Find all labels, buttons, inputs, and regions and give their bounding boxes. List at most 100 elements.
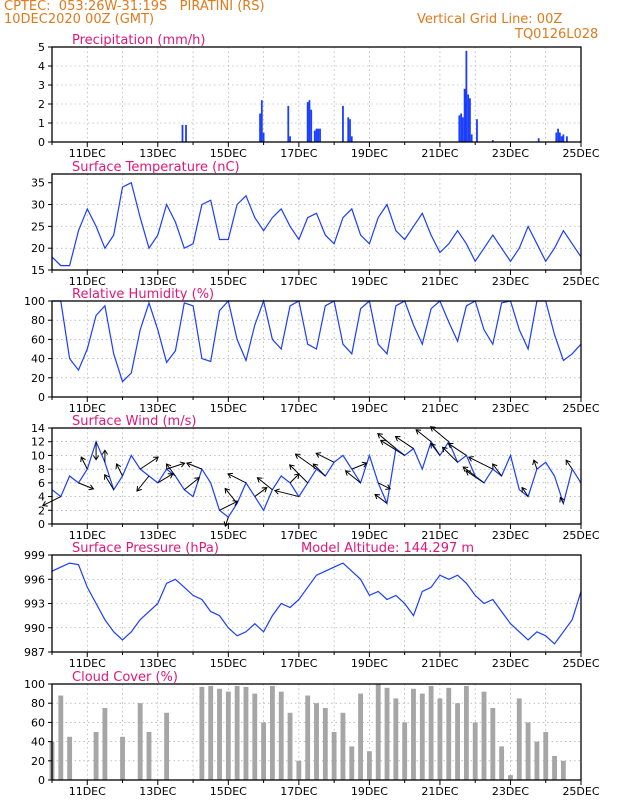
cloud-bar bbox=[243, 686, 249, 780]
wind-arrow-head bbox=[361, 461, 368, 468]
wind-arrow bbox=[395, 436, 414, 449]
wind-arrow bbox=[136, 475, 150, 492]
cloud-bar bbox=[234, 685, 240, 780]
y-tick-label: 80 bbox=[31, 697, 45, 710]
x-tick-label: 19DEC bbox=[351, 529, 388, 542]
y-tick-label: 60 bbox=[31, 333, 45, 346]
wind-arrow-head bbox=[186, 461, 192, 468]
cloud-bar bbox=[375, 684, 381, 780]
wind-arrow bbox=[116, 463, 123, 477]
x-tick-label: 15DEC bbox=[210, 657, 247, 670]
wind-arrow-head bbox=[294, 453, 301, 459]
x-tick-label: 13DEC bbox=[139, 402, 176, 415]
wind-arrow bbox=[254, 487, 268, 497]
cloud-bar bbox=[349, 746, 355, 780]
cloud-bar bbox=[472, 722, 478, 780]
precip-bar bbox=[476, 119, 478, 142]
wind-arrow-head bbox=[41, 501, 48, 507]
precipitation-title: Precipitation (mm/h) bbox=[72, 33, 205, 48]
x-tick-label: 15DEC bbox=[210, 402, 247, 415]
wind-arrow bbox=[166, 463, 176, 477]
cloud-bar bbox=[287, 712, 293, 780]
x-tick-label: 15DEC bbox=[210, 785, 247, 798]
wind-arrow-head bbox=[224, 487, 231, 494]
x-tick-label: 17DEC bbox=[280, 147, 317, 160]
wind-arrow bbox=[224, 488, 238, 504]
wind-arrow bbox=[345, 470, 361, 484]
precip-bar bbox=[313, 130, 316, 142]
precip-bar bbox=[555, 132, 558, 142]
wind-arrow bbox=[295, 453, 317, 470]
y-tick-label: 80 bbox=[31, 314, 45, 327]
precip-bar bbox=[317, 128, 320, 142]
wind-arrow bbox=[492, 463, 503, 477]
wind-arrow-head bbox=[377, 432, 383, 439]
y-tick-label: 20 bbox=[31, 755, 45, 768]
wind-arrow-head bbox=[179, 461, 186, 468]
x-tick-label: 11DEC bbox=[69, 785, 106, 798]
wind-arrow bbox=[533, 459, 538, 470]
y-tick-label: 2 bbox=[38, 504, 45, 517]
wind-arrow-head bbox=[465, 470, 472, 476]
cloud-bar bbox=[543, 732, 549, 780]
wind-arrow bbox=[377, 482, 391, 490]
wind-arrow bbox=[289, 473, 300, 484]
x-tick-label: 17DEC bbox=[280, 275, 317, 288]
y-tick-label: 15 bbox=[31, 264, 45, 277]
y-tick-label: 40 bbox=[31, 736, 45, 749]
wind-arrow bbox=[315, 452, 335, 463]
x-tick-label: 15DEC bbox=[210, 275, 247, 288]
wind-arrow bbox=[289, 464, 309, 484]
precip-bar bbox=[289, 136, 291, 142]
pressure-line bbox=[51, 562, 582, 645]
x-tick-label: 23DEC bbox=[492, 275, 529, 288]
wind-arrow bbox=[274, 490, 299, 498]
precip-bar bbox=[310, 109, 313, 142]
wind-arrow bbox=[78, 482, 94, 490]
wind-arrow-head bbox=[467, 456, 474, 462]
x-tick-label: 25DEC bbox=[562, 657, 599, 670]
precip-bar bbox=[465, 50, 468, 142]
y-tick-label: 999 bbox=[24, 549, 45, 562]
x-tick-label: 25DEC bbox=[562, 402, 599, 415]
precip-bar bbox=[347, 117, 350, 142]
precip-bar bbox=[260, 100, 263, 142]
cloud-bar bbox=[252, 693, 258, 780]
cloud-bar bbox=[314, 703, 319, 780]
temperature-panel: 15 20 25 30 35 11DEC 13DEC 15DEC 17DEC 19DEC 21DEC… bbox=[31, 160, 600, 288]
y-tick-label: 12 bbox=[31, 436, 45, 449]
x-tick-label: 11DEC bbox=[69, 402, 106, 415]
wind-arrow bbox=[183, 477, 200, 491]
wind-arrow bbox=[257, 477, 273, 491]
x-tick-label: 21DEC bbox=[421, 147, 458, 160]
cloud-bar bbox=[225, 691, 231, 780]
wind-arrow-head bbox=[385, 484, 392, 490]
wind-arrow-head bbox=[441, 446, 448, 453]
wind-arrow-head bbox=[167, 473, 174, 479]
y-tick-label: 0 bbox=[38, 136, 45, 149]
wind-arrow-head bbox=[261, 487, 268, 493]
wind-arrow-head bbox=[104, 473, 110, 480]
precip-bar bbox=[469, 98, 471, 142]
wind-arrow bbox=[227, 473, 247, 484]
precip-bar bbox=[350, 136, 353, 142]
y-tick-label: 996 bbox=[24, 573, 45, 586]
y-tick-label: 0 bbox=[38, 774, 45, 787]
x-tick-label: 13DEC bbox=[139, 147, 176, 160]
humidity-line bbox=[52, 298, 582, 383]
wind-arrow-head bbox=[565, 459, 571, 466]
cloud-bar bbox=[419, 693, 425, 780]
wind-arrow-head bbox=[289, 464, 295, 470]
cloud-cover-panel: 0 20 40 60 80 100 11DEC 13DEC 15DEC 17DEC 19DEC 21D… bbox=[24, 670, 600, 798]
y-tick-label: 990 bbox=[24, 622, 45, 635]
wind-arrow-head bbox=[521, 486, 527, 493]
wind-arrow-head bbox=[153, 456, 159, 462]
wind-arrow-head bbox=[374, 493, 381, 500]
precip-bar bbox=[319, 128, 321, 142]
cloud-cover-frame bbox=[51, 683, 582, 781]
cloud-bar bbox=[137, 703, 143, 780]
model-header: TQ0126L028 bbox=[515, 27, 599, 42]
precip-bar bbox=[463, 88, 466, 142]
precip-bar bbox=[262, 132, 265, 142]
